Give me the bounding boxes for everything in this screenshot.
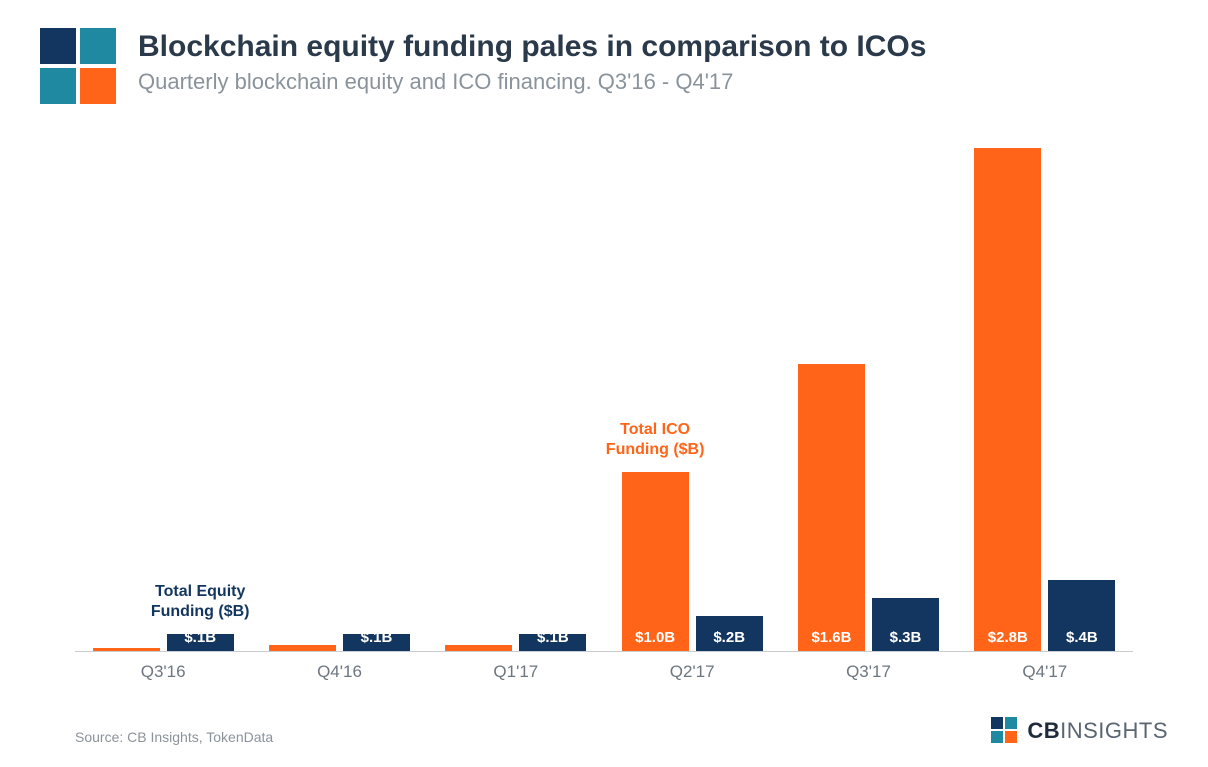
bar-value-label: $.3B [872,629,939,646]
bar-value-label: $.2B [696,629,763,646]
bar-group: $1.0B$.2BQ2'17 [604,130,780,652]
bar-group: $.1BQ3'16 [75,130,251,652]
footer: Source: CB Insights, TokenData CBINSIGHT… [75,717,1168,745]
bar-equity: $.2B [696,616,763,652]
x-axis-baseline [75,651,1133,652]
chart-subtitle: Quarterly blockchain equity and ICO fina… [138,69,1168,95]
x-axis-label: Q2'17 [604,652,780,682]
chart-title: Blockchain equity funding pales in compa… [138,30,1168,63]
bar-equity: $.3B [872,598,939,652]
bar-value-label: $2.8B [974,629,1041,646]
bar-value-label: $.1B [519,629,586,646]
x-axis-label: Q3'16 [75,652,251,682]
bar-group: $.1BQ1'17 [428,130,604,652]
bar-value-label: $1.6B [798,629,865,646]
bar-group: $.1BQ4'16 [251,130,427,652]
bar-group: $2.8B$.4BQ4'17 [957,130,1133,652]
bar-ico: $2.8B [974,148,1041,652]
brand-light: INSIGHTS [1060,718,1168,743]
chart-area: $.1BQ3'16$.1BQ4'16$.1BQ1'17$1.0B$.2BQ2'1… [75,130,1133,652]
header: Blockchain equity funding pales in compa… [40,28,1168,111]
source-text: Source: CB Insights, TokenData [75,729,273,745]
x-axis-label: Q4'17 [957,652,1133,682]
bar-value-label: $.1B [343,629,410,646]
bar-equity: $.1B [343,634,410,652]
bar-value-label: $1.0B [622,629,689,646]
x-axis-label: Q3'17 [780,652,956,682]
bar-equity: $.4B [1048,580,1115,652]
bar-value-label: $.1B [167,629,234,646]
cb-insights-logo: CBINSIGHTS [991,717,1168,745]
bar-equity: $.1B [167,634,234,652]
bar-value-label: $.4B [1048,629,1115,646]
bar-group: $1.6B$.3BQ3'17 [780,130,956,652]
bar-ico: $1.6B [798,364,865,652]
bar-ico: $1.0B [622,472,689,652]
cb-logo-small-icon [991,717,1019,745]
x-axis-label: Q4'16 [251,652,427,682]
brand-text: CBINSIGHTS [1027,718,1168,744]
series-label-equity: Total Equity Funding ($B) [130,582,270,622]
cb-logo-mark-icon [40,28,118,111]
series-label-ico: Total ICO Funding ($B) [585,420,725,460]
x-axis-label: Q1'17 [428,652,604,682]
brand-bold: CB [1027,718,1060,743]
bar-equity: $.1B [519,634,586,652]
